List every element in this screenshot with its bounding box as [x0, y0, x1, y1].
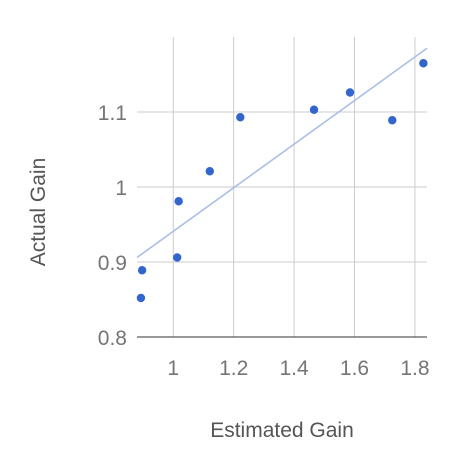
data-point: [236, 113, 245, 122]
data-point: [172, 253, 182, 262]
data-point: [419, 59, 428, 68]
trendline: [136, 47, 428, 259]
y-tick-label: 0.8: [98, 327, 127, 350]
y-tick-label: 1: [115, 177, 127, 200]
data-point: [345, 88, 355, 97]
data-point: [137, 266, 147, 275]
trendline-layer: [136, 47, 428, 259]
data-point: [388, 116, 397, 125]
y-tick-label: 1.1: [98, 102, 127, 125]
data-point: [174, 197, 183, 206]
tick-labels: 1 1.2 1.4 1.6 1.8 0.8 0.9 1 1.1: [98, 102, 430, 380]
x-tick-label: 1.8: [400, 357, 429, 380]
grid-lines: [137, 37, 427, 337]
x-tick-label: 1.2: [219, 357, 248, 380]
data-point: [205, 167, 215, 176]
x-axis-title: Estimated Gain: [210, 419, 354, 442]
x-tick-label: 1.4: [279, 357, 309, 380]
x-tick-label: 1.6: [340, 357, 369, 380]
y-tick-label: 0.9: [98, 252, 127, 275]
data-point: [136, 293, 146, 303]
data-point: [309, 105, 319, 114]
y-axis-title: Actual Gain: [27, 158, 50, 267]
x-tick-label: 1: [167, 357, 179, 380]
data-points: [136, 59, 428, 303]
